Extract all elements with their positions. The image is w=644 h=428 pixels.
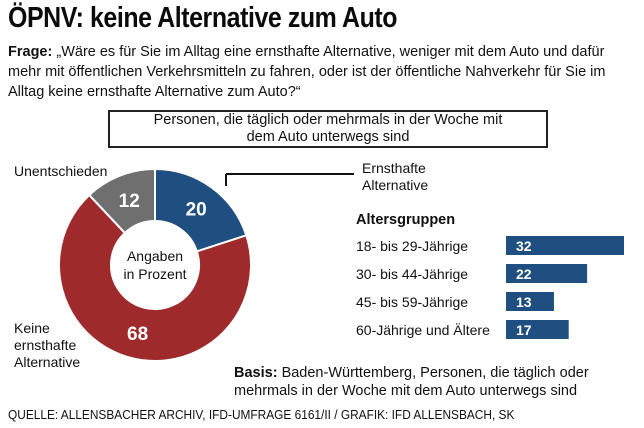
donut-slice-undecided [87,167,156,235]
slice-label-undecided: Unentschieden [14,163,108,179]
donut-value-serious-alternative: 20 [186,199,207,220]
question-prefix: Frage: [8,44,53,60]
respondent-group-box: Personen, die täglich oder mehrmals in d… [108,110,548,148]
basis-prefix: Basis: [234,365,278,381]
survey-question: Frage: „Wäre es für Sie im Alltag eine e… [8,42,636,102]
slice-label-no-alternative: Keine ernsthafte Alternative [14,320,81,370]
age-bar [506,236,624,255]
age-bar [506,264,588,283]
age-bar-value: 17 [516,322,532,338]
respondent-group-text: Personen, die täglich oder mehrmals in d… [153,112,503,145]
donut-slice-no-alternative [58,193,252,362]
age-bar-chart: Altersgruppen 18- bis 29-Jährige 32 30- bis… [356,212,624,339]
age-bar [506,320,569,339]
question-text: „Wäre es für Sie im Alltag eine ernsthaf… [8,44,606,100]
age-category-label: 30- bis 44-Jährige [356,266,468,282]
age-chart-title: Altersgruppen [356,212,455,228]
age-category-label: 45- bis 59-Jährige [356,294,468,310]
donut-chart: 20 68 12 [58,167,252,362]
age-bar-value: 32 [516,238,532,254]
age-bar-value: 22 [516,266,532,282]
age-bar [506,292,554,311]
source-line: QUELLE: ALLENSBACHER ARCHIV, IFD-UMFRAGE… [8,408,515,422]
basis-note: Basis: Baden-Württemberg, Personen, die … [234,364,634,400]
donut-value-undecided: 12 [119,191,140,212]
basis-text: Baden-Württemberg, Personen, die täglich… [234,365,589,399]
donut-center-line: Angaben [127,248,183,264]
age-bar-value: 13 [516,294,532,310]
age-category-label: 60-Jährige und Ältere [356,322,490,338]
donut-center-line: in Prozent [123,266,186,282]
donut-center-label: Angaben in Prozent [123,248,186,282]
donut-value-no-alternative: 68 [127,324,148,345]
chart-title: ÖPNV: keine Alternative zum Auto [8,2,398,34]
age-category-label: 18- bis 29-Jährige [356,238,468,254]
slice-label-serious-alternative: Ernsthafte Alternative [362,160,429,193]
